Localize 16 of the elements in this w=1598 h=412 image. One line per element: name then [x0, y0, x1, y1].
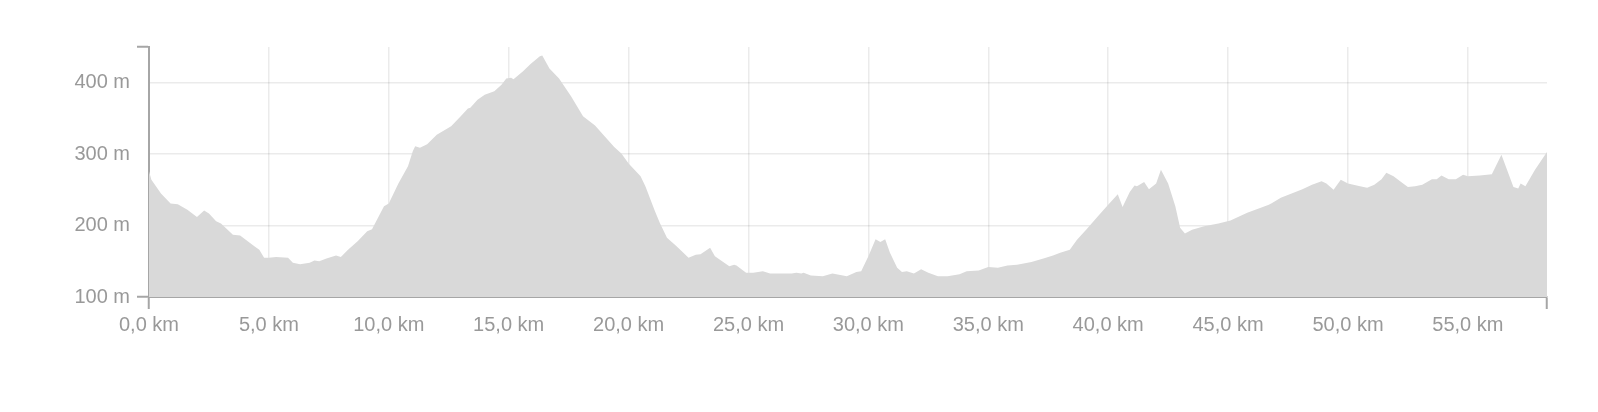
x-tick-label: 50,0 km — [1312, 312, 1384, 335]
x-tick-label: 40,0 km — [1072, 312, 1144, 335]
x-tick-label: 10,0 km — [353, 312, 425, 335]
x-tick-label: 5,0 km — [238, 312, 299, 335]
x-tick-label: 15,0 km — [473, 312, 545, 335]
y-tick-label: 400 m — [74, 70, 130, 93]
y-tick-label: 200 m — [74, 213, 130, 236]
y-tick-label: 100 m — [74, 284, 130, 307]
x-tick-label: 45,0 km — [1192, 312, 1264, 335]
x-tick-label: 55,0 km — [1432, 312, 1504, 335]
x-tick-label: 0,0 km — [118, 312, 180, 335]
y-tick-label: 300 m — [74, 141, 130, 164]
x-tick-label: 20,0 km — [593, 312, 665, 335]
x-tick-label: 35,0 km — [952, 312, 1024, 335]
x-tick-label: 25,0 km — [712, 312, 785, 335]
x-tick-label: 30,0 km — [832, 312, 904, 335]
